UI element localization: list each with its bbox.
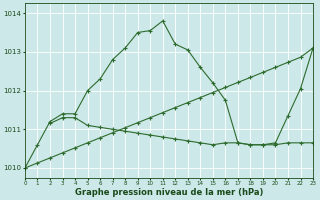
X-axis label: Graphe pression niveau de la mer (hPa): Graphe pression niveau de la mer (hPa): [75, 188, 263, 197]
